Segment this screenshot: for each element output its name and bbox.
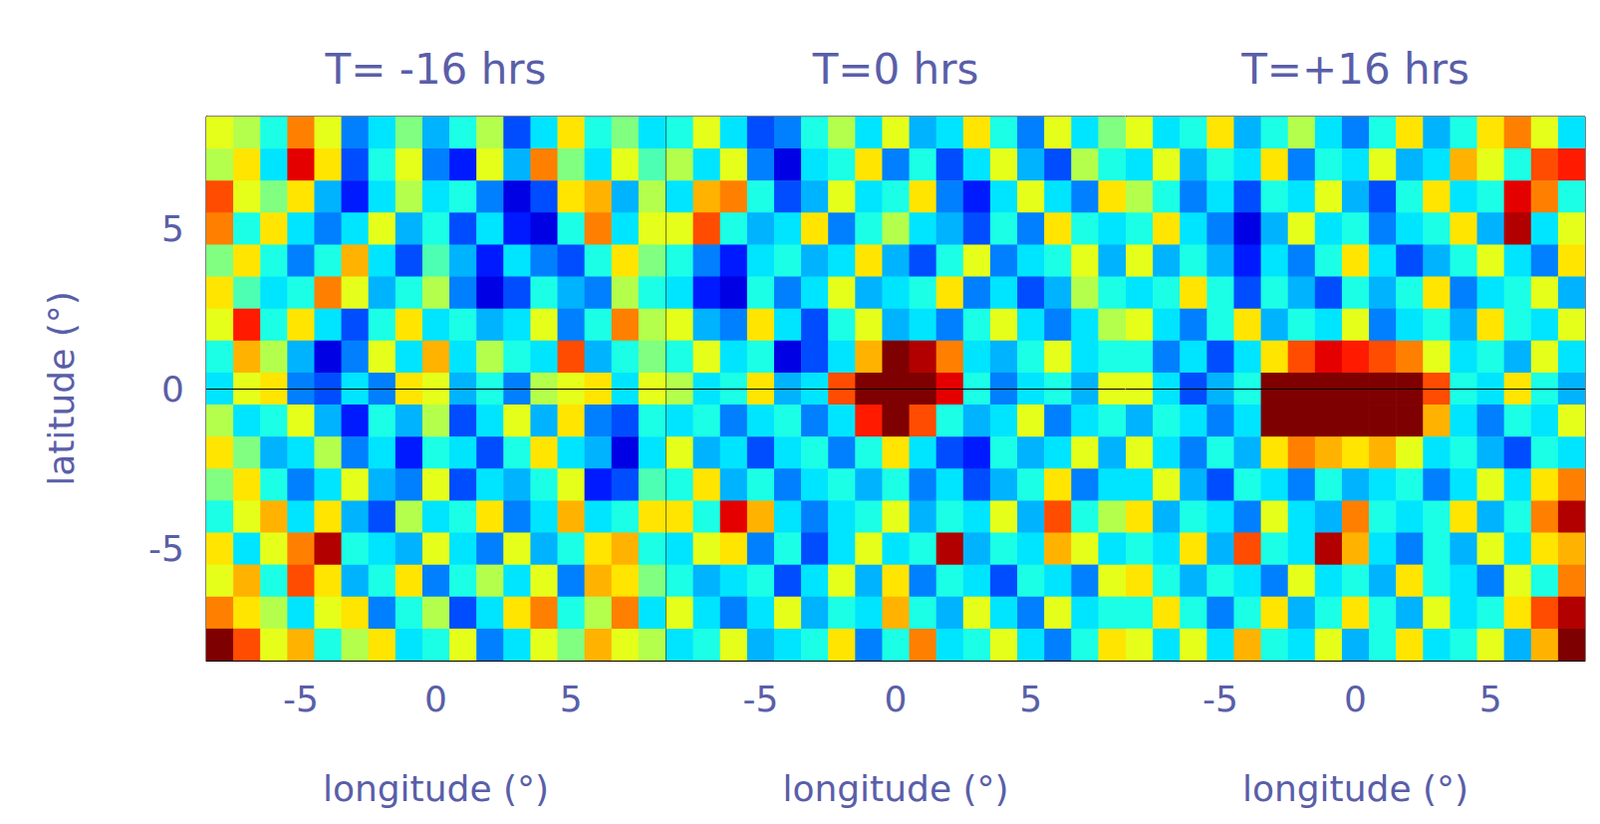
svg-text:T=0 hrs: T=0 hrs bbox=[811, 44, 980, 94]
svg-text:T= -16 hrs: T= -16 hrs bbox=[324, 44, 547, 94]
svg-text:latitude (°): latitude (°) bbox=[40, 290, 82, 487]
svg-text:0: 0 bbox=[884, 678, 908, 720]
svg-text:longitude (°): longitude (°) bbox=[322, 768, 549, 809]
svg-text:5: 5 bbox=[559, 678, 583, 720]
svg-text:5: 5 bbox=[1019, 678, 1043, 720]
svg-text:-5: -5 bbox=[282, 678, 319, 720]
svg-text:longitude (°): longitude (°) bbox=[1242, 768, 1469, 809]
svg-text:-5: -5 bbox=[1202, 678, 1239, 720]
svg-text:T=+16 hrs: T=+16 hrs bbox=[1240, 44, 1470, 94]
svg-text:0: 0 bbox=[161, 368, 185, 410]
svg-text:5: 5 bbox=[1479, 678, 1503, 720]
svg-text:-5: -5 bbox=[742, 678, 779, 720]
svg-text:0: 0 bbox=[424, 678, 448, 720]
svg-text:5: 5 bbox=[161, 208, 185, 250]
svg-text:0: 0 bbox=[1343, 678, 1367, 720]
svg-text:-5: -5 bbox=[148, 528, 185, 569]
svg-text:longitude (°): longitude (°) bbox=[782, 768, 1009, 809]
